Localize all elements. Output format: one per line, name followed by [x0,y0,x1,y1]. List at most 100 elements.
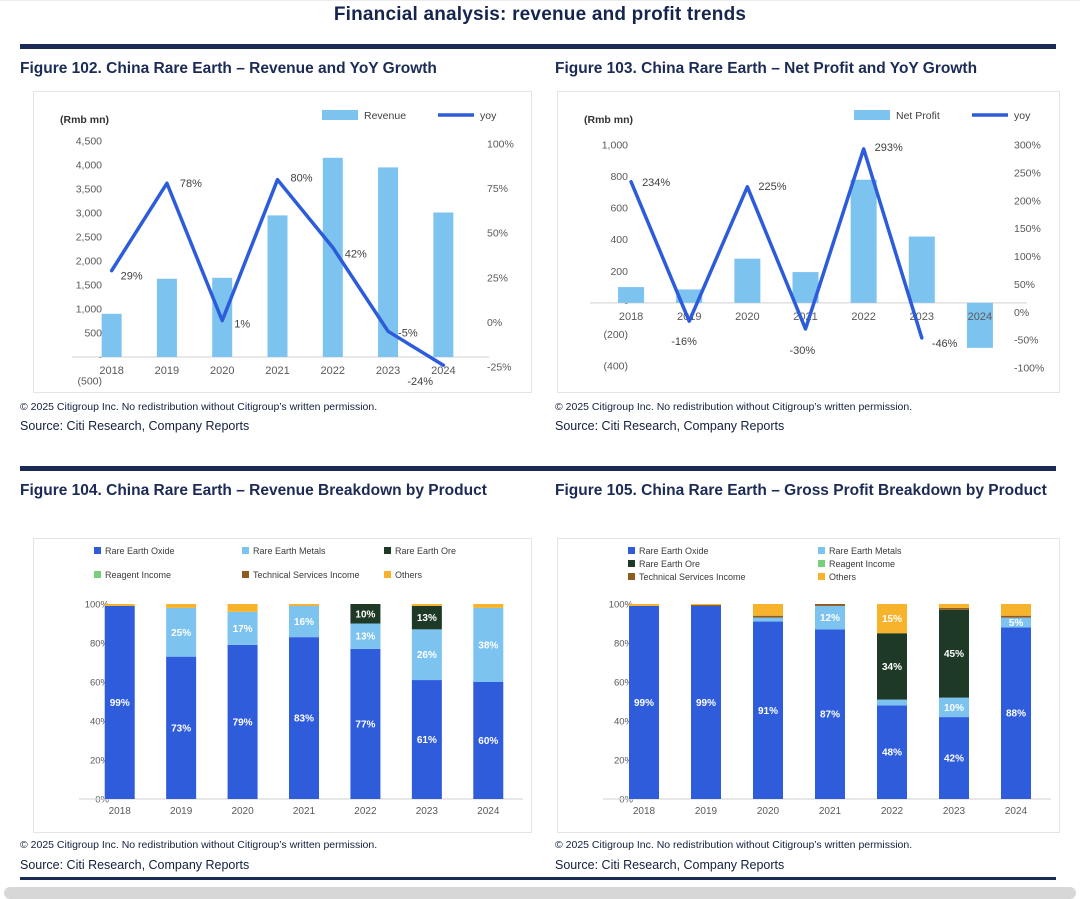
figure-105-chart: Rare Earth Oxide Rare Earth Metals Rare Ea… [557,538,1060,833]
segment-2019 [166,607,197,657]
svg-text:-50%: -50% [1014,335,1039,347]
svg-text:Rare Earth Oxide: Rare Earth Oxide [639,546,709,556]
svg-text:0%: 0% [487,317,502,329]
segment-2021 [289,605,319,638]
svg-text:77%: 77% [355,719,375,730]
svg-text:88%: 88% [1006,709,1026,720]
svg-text:150%: 150% [1014,223,1041,235]
bar-series [101,157,454,357]
svg-text:1,000: 1,000 [602,140,628,152]
y-axis: 0% 20% 40% 60% 80% 100% [85,600,110,806]
svg-text:87%: 87% [820,710,840,721]
svg-text:80%: 80% [291,173,313,185]
svg-text:34%: 34% [882,662,902,673]
svg-text:16%: 16% [294,617,314,628]
svg-text:80%: 80% [614,639,634,650]
svg-text:Rare Earth Metals: Rare Earth Metals [829,546,902,556]
bar-2024 [433,212,454,357]
svg-text:0%: 0% [95,795,109,806]
svg-text:2018: 2018 [109,806,132,817]
right-axis: 100% 75% 50% 25% 0% -25% [487,139,514,374]
bar-2023 [378,167,399,357]
svg-text:800: 800 [610,171,628,183]
svg-text:3,000: 3,000 [76,208,102,220]
svg-text:2023: 2023 [376,365,400,377]
svg-text:2021: 2021 [293,806,316,817]
segment-2019 [691,604,721,606]
svg-text:60%: 60% [90,678,110,689]
line-data-labels: 29% 78% 1% 80% 42% -5% -24% [121,173,434,389]
svg-text:2022: 2022 [851,311,875,323]
svg-text:2020: 2020 [210,365,234,377]
svg-text:2020: 2020 [231,806,254,817]
x-axis-labels: 2018 2019 2020 2021 2022 2023 2024 [633,806,1028,817]
svg-text:3,500: 3,500 [76,184,102,196]
segment-2019 [166,604,197,608]
bar-2024 [966,302,993,348]
segment-2022 [877,699,907,706]
section-divider-bottom [20,877,1056,880]
svg-text:100%: 100% [609,600,634,611]
segment-2020 [227,604,258,612]
svg-text:12%: 12% [820,613,840,624]
svg-text:4,500: 4,500 [76,136,102,148]
svg-text:-5%: -5% [398,327,418,339]
svg-text:80%: 80% [90,639,110,650]
segment-2024 [1001,627,1031,799]
segment-2020 [227,611,258,645]
svg-text:2021: 2021 [793,311,817,323]
svg-text:Revenue: Revenue [364,110,406,122]
copyright-note: © 2025 Citigroup Inc. No redistribution … [555,839,913,851]
figure-105-title: Figure 105. China Rare Earth – Gross Pro… [555,482,1047,499]
svg-text:Rare Earth Ore: Rare Earth Ore [395,546,456,556]
segment-2022 [350,648,381,799]
window-bottom-strip [4,887,1076,899]
x-axis-labels: 2018 2019 2020 2021 2022 2023 2024 [619,311,992,323]
svg-text:26%: 26% [417,650,437,661]
svg-text:0%: 0% [1014,307,1029,319]
stacked-bars: 99% 73% 25% 79% 17% 83% 16% 77% 13% 10% 61% 26% 13% 6… [104,604,504,799]
svg-text:25%: 25% [171,628,191,639]
svg-text:-16%: -16% [671,336,697,348]
figure-102-chart: (Rmb mn) Revenue yoy 4,500 4,000 3,500 3,000 2,… [33,91,532,393]
section-divider-middle [20,466,1056,471]
bar-2020 [734,258,761,303]
svg-text:2024: 2024 [968,311,992,323]
figure-102-title: Figure 102. China Rare Earth – Revenue a… [20,60,437,77]
svg-text:99%: 99% [696,698,716,709]
bar-2023 [908,236,935,303]
svg-text:75%: 75% [487,183,508,195]
segment-2018 [629,605,659,799]
left-axis: 4,500 4,000 3,500 3,000 2,500 2,000 1,500 1,000… [76,136,103,388]
svg-text:42%: 42% [345,248,367,260]
svg-text:-46%: -46% [932,338,958,350]
bar-2019 [156,278,177,357]
segment-2020 [227,644,258,799]
segment-2022 [877,604,907,634]
svg-text:2022: 2022 [354,806,377,817]
svg-text:400: 400 [610,234,628,246]
segment-2018 [629,604,659,606]
axis-unit-label: (Rmb mn) [584,114,633,126]
bar-2021 [267,215,288,357]
segment-2023 [411,605,442,630]
svg-text:0%: 0% [619,795,633,806]
svg-text:100%: 100% [1014,251,1041,263]
segment-2023 [411,629,442,681]
segment-2021 [289,604,319,606]
svg-text:61%: 61% [417,735,437,746]
svg-text:50%: 50% [487,228,508,240]
x-axis-labels: 2018 2019 2020 2021 2022 2023 2024 [99,365,455,377]
svg-text:40%: 40% [614,717,634,728]
line-data-labels: 234% -16% 225% -30% 293% -46% [642,142,958,357]
svg-text:4,000: 4,000 [76,160,102,172]
bar-2018 [101,313,122,357]
svg-text:2019: 2019 [170,806,193,817]
svg-text:2,000: 2,000 [76,256,102,268]
svg-text:Others: Others [829,572,857,582]
svg-text:Others: Others [395,570,423,580]
svg-text:Rare Earth Metals: Rare Earth Metals [253,546,326,556]
svg-text:60%: 60% [478,736,498,747]
svg-text:2020: 2020 [757,806,780,817]
